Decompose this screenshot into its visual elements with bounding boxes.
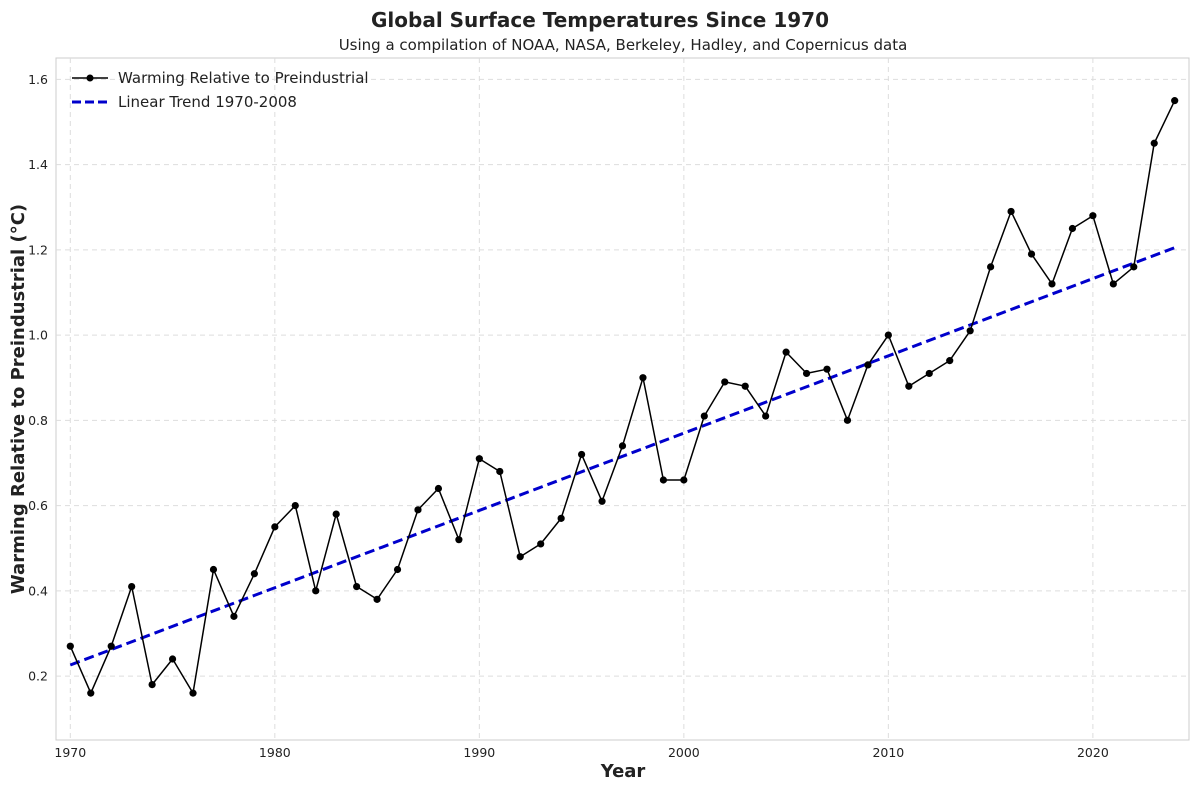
data-point: [1089, 212, 1097, 220]
data-point: [577, 450, 586, 459]
data-point: [1007, 207, 1015, 216]
data-point: [680, 476, 688, 484]
data-point: [659, 476, 668, 484]
x-tick-label: 2010: [872, 745, 904, 760]
data-point: [312, 587, 320, 595]
data-point: [741, 382, 749, 390]
data-point: [434, 484, 443, 493]
y-tick-label: 1.0: [28, 328, 48, 343]
y-tick-label: 0.8: [28, 413, 48, 428]
data-point: [209, 565, 218, 574]
data-point: [802, 369, 811, 378]
data-point: [128, 582, 136, 591]
data-point: [557, 514, 565, 522]
data-point: [700, 412, 708, 420]
chart-title: Global Surface Temperatures Since 1970: [371, 8, 829, 32]
trend-line: [69, 246, 1176, 667]
y-tick-label: 1.2: [28, 242, 48, 257]
data-point: [66, 642, 74, 650]
data-point: [332, 510, 340, 518]
data-point: [884, 331, 892, 339]
plot-area: [55, 57, 1190, 741]
data-point: [373, 595, 381, 603]
x-tick-label: 2000: [668, 745, 700, 760]
data-point: [353, 582, 361, 591]
data-point: [271, 523, 279, 531]
data-point: [1109, 280, 1117, 288]
data-point: [87, 689, 95, 697]
trend-series: [69, 246, 1176, 667]
data-point: [1171, 97, 1179, 105]
data-point: [639, 374, 647, 382]
legend-marker-observed: [86, 74, 94, 82]
data-point: [291, 501, 299, 510]
data-point: [823, 365, 831, 373]
chart-subtitle: Using a compilation of NOAA, NASA, Berke…: [339, 36, 908, 54]
data-point: [230, 612, 238, 620]
y-tick-label: 1.6: [28, 72, 48, 87]
data-point: [107, 642, 115, 650]
temperature-series: [66, 97, 1179, 697]
data-point: [618, 442, 627, 450]
y-axis-ticks: 0.2 0.4 0.6 0.8 1.0 1.2 1.4 1.6: [28, 72, 48, 684]
y-tick-label: 0.2: [28, 669, 48, 684]
legend-label-observed: Warming Relative to Preindustrial: [118, 69, 369, 87]
y-tick-label: 0.6: [28, 498, 48, 513]
data-point: [1048, 280, 1056, 288]
x-tick-label: 1990: [463, 745, 495, 760]
x-tick-label: 1970: [54, 745, 86, 760]
data-point: [148, 680, 156, 689]
data-point: [475, 455, 483, 463]
data-point: [1130, 263, 1138, 271]
data-point: [1150, 139, 1158, 147]
data-point: [843, 416, 852, 424]
legend-label-trend: Linear Trend 1970-2008: [118, 93, 297, 111]
data-point: [455, 536, 463, 544]
data-point: [168, 655, 177, 663]
data-point: [496, 467, 504, 476]
legend: Warming Relative to Preindustrial Linear…: [72, 69, 369, 111]
x-axis-label: Year: [600, 761, 646, 782]
data-point: [393, 565, 402, 574]
data-point: [1068, 224, 1077, 233]
data-point: [189, 689, 197, 697]
x-axis-ticks: 1970 1980 1990 2000 2010 2020: [54, 745, 1108, 760]
data-point: [987, 263, 995, 271]
x-tick-label: 1980: [259, 745, 291, 760]
y-axis-label: Warming Relative to Preindustrial (°C): [8, 204, 29, 594]
data-point: [925, 369, 933, 378]
data-point: [537, 540, 545, 548]
data-point: [782, 348, 790, 356]
grid-lines: [56, 58, 1189, 740]
data-point: [905, 382, 913, 390]
data-point: [966, 327, 974, 335]
data-point: [598, 497, 606, 505]
data-point: [1027, 250, 1036, 258]
data-point: [414, 506, 422, 514]
data-point: [250, 570, 258, 578]
x-tick-label: 2020: [1077, 745, 1109, 760]
data-point: [864, 361, 872, 369]
data-point: [946, 357, 954, 365]
data-point: [721, 378, 729, 386]
data-point: [762, 412, 770, 420]
y-tick-label: 0.4: [28, 583, 48, 598]
y-tick-label: 1.4: [28, 157, 48, 172]
data-point: [516, 553, 524, 561]
